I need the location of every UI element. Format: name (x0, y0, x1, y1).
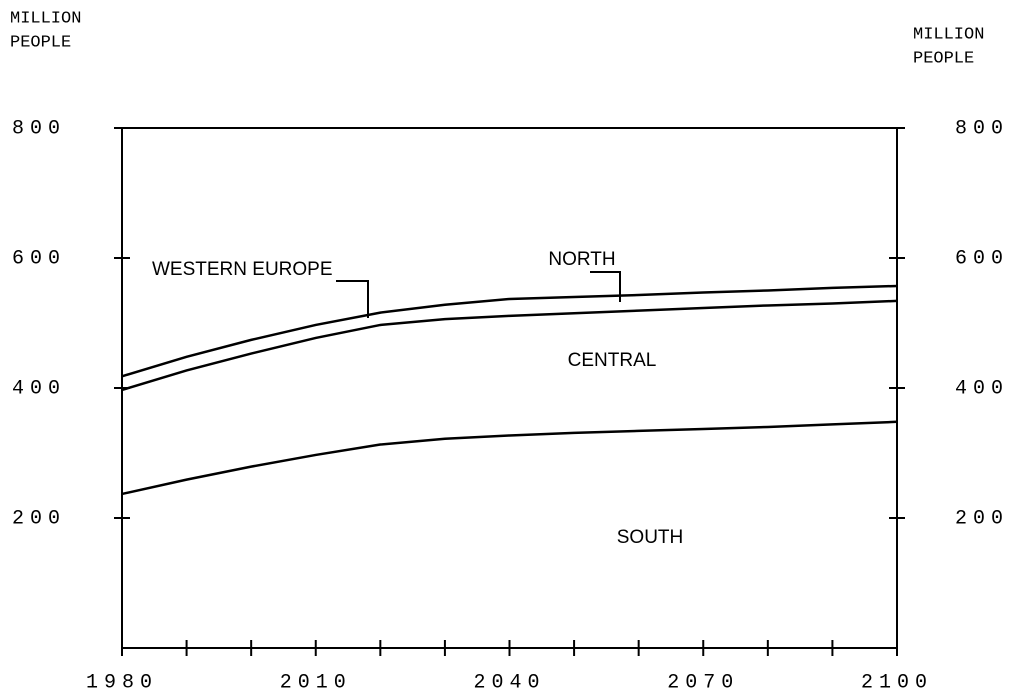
y-tick-label: 600 (12, 247, 66, 270)
y-label: PEOPLE (10, 33, 71, 52)
y-label: MILLION (10, 9, 81, 28)
series-label: SOUTH (617, 527, 684, 548)
x-tick-label: 2010 (280, 671, 352, 694)
y2-label: MILLION (913, 25, 984, 44)
series-line (121, 284, 898, 378)
series-line (121, 299, 898, 392)
y2-tick-label: 400 (955, 377, 1009, 400)
y2-label: PEOPLE (913, 49, 974, 68)
y-tick-label: 400 (12, 377, 66, 400)
x-tick-label: 1980 (86, 671, 158, 694)
title-annotation: WESTERN EUROPE (152, 259, 333, 280)
x-tick-label: 2040 (473, 671, 545, 694)
y2-tick-label: 800 (955, 117, 1009, 140)
y2-tick-label: 600 (955, 247, 1009, 270)
leader-line (590, 271, 621, 302)
y-tick-label: 800 (12, 117, 66, 140)
y-tick-label: 200 (12, 507, 66, 530)
x-tick-label: 2070 (667, 671, 739, 694)
series-line (121, 420, 898, 496)
leader-line (336, 280, 369, 318)
plot-frame (121, 127, 898, 649)
series-label: NORTH (548, 249, 615, 270)
series-label: CENTRAL (568, 350, 657, 371)
y2-tick-label: 200 (955, 507, 1009, 530)
x-tick-label: 2100 (861, 671, 933, 694)
